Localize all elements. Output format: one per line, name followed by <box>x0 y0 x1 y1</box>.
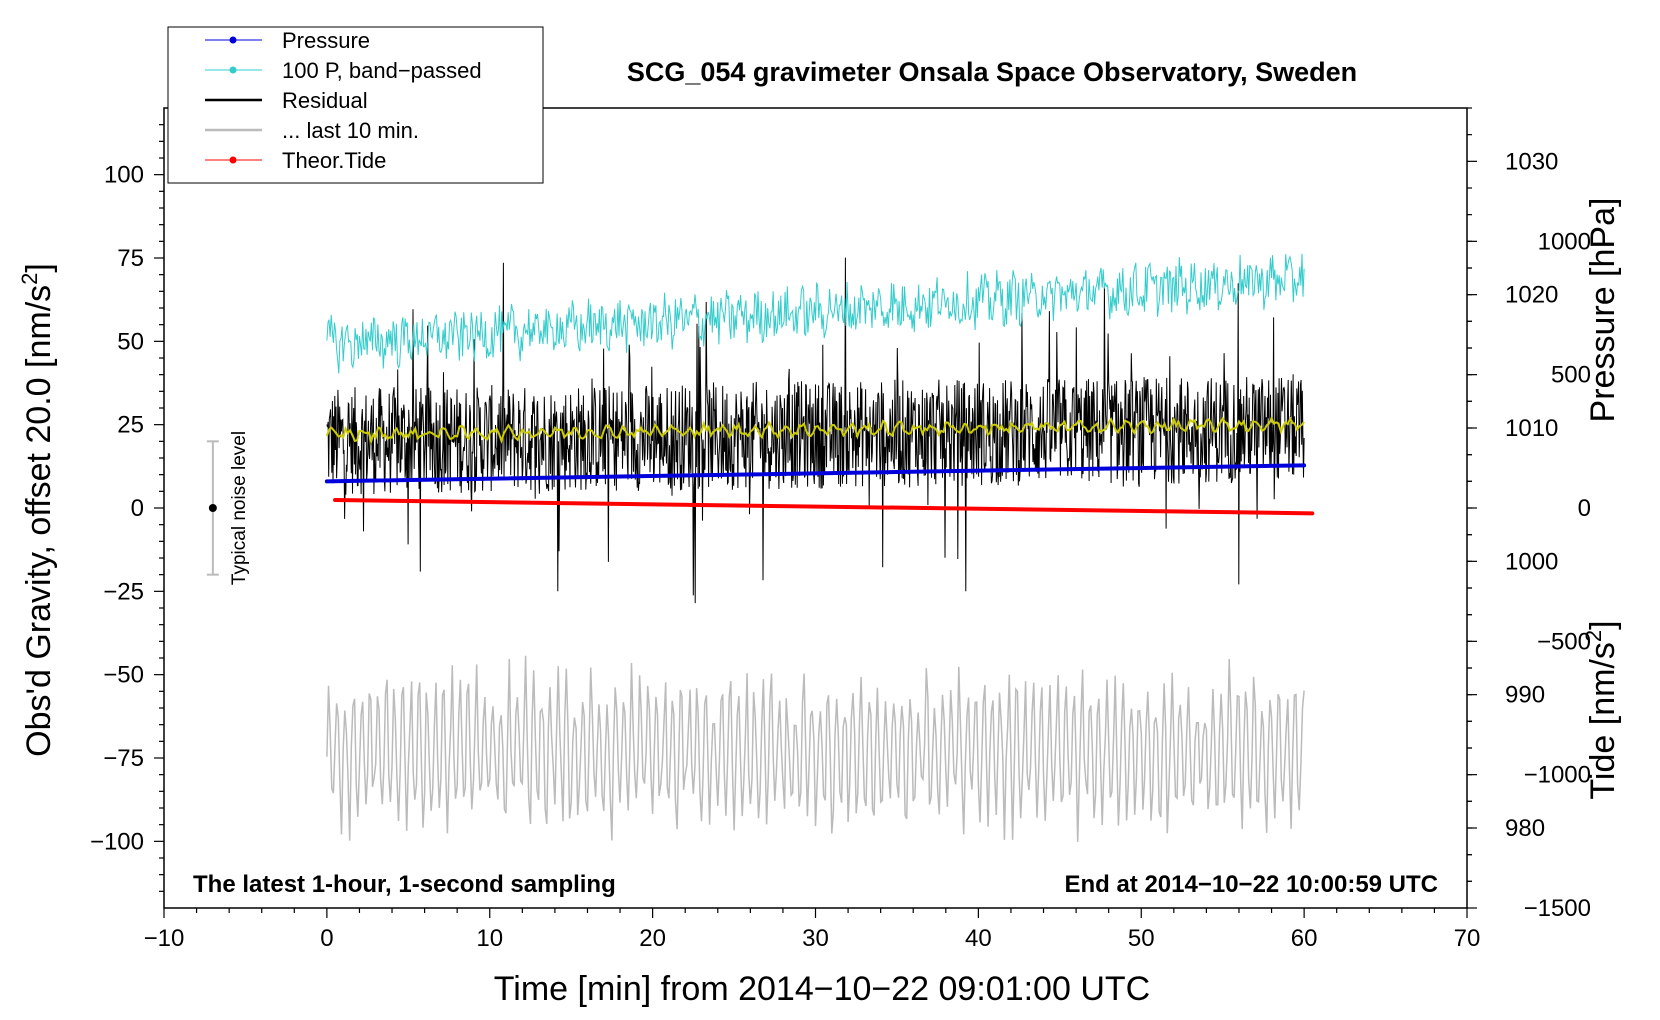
noise-bar-center <box>208 504 217 512</box>
y-tick-label: −50 <box>103 662 144 689</box>
axes-layer: −10 0 10 20 30 40 50 60 701007550250−25−50−75−10… <box>90 107 1591 952</box>
x-tick-label: 70 <box>1454 925 1481 952</box>
x-tick-label: 60 <box>1291 925 1318 952</box>
annotation-bottom-right: End at 2014−10−22 10:00:59 UTC <box>1064 871 1438 898</box>
y-axis-title-main: Obs'd Gravity, offset 20.0 [nm/s <box>20 285 58 757</box>
y-axis-title: Obs'd Gravity, offset 20.0 [nm/s2] <box>17 263 58 757</box>
pressure-tick-label: 990 <box>1505 682 1545 709</box>
tide-axis-title: Tide [nm/s2] <box>1581 620 1622 799</box>
series-pressure <box>324 463 1307 484</box>
pressure-tick-label: 1000 <box>1505 548 1558 575</box>
tide-axis-title-main: Tide [nm/s <box>1584 642 1622 799</box>
tide-tick-label: 0 <box>1578 495 1591 522</box>
y-tick-label: 0 <box>131 495 144 522</box>
series-last-10-min <box>326 655 1305 842</box>
tide-tick-label: −500 <box>1537 628 1591 655</box>
pressure-tick-label: 980 <box>1505 815 1545 842</box>
x-tick-label: 30 <box>802 925 829 952</box>
y-axis-title-sup: 2 <box>17 273 42 285</box>
pressure-tick-label: 1010 <box>1505 415 1558 442</box>
y-tick-label: −100 <box>90 828 144 855</box>
x-tick-label: −10 <box>144 925 185 952</box>
y-tick-label: 50 <box>117 328 144 355</box>
y-axis-title-end: ] <box>20 263 58 272</box>
x-tick-label: 0 <box>320 925 333 952</box>
legend-label: Pressure <box>282 28 370 53</box>
chart-title: SCG_054 gravimeter Onsala Space Observat… <box>627 57 1357 87</box>
y-tick-label: −75 <box>103 745 144 772</box>
tide-tick-label: −1000 <box>1524 762 1591 789</box>
series-layer <box>324 253 1315 842</box>
pressure-tick-label: 1030 <box>1505 148 1558 175</box>
y-tick-label: 75 <box>117 245 144 272</box>
tide-axis-title-sup: 2 <box>1581 630 1606 642</box>
legend: Pressure 100 P, band−passed Residual ... la… <box>167 26 544 184</box>
x-tick-label: 40 <box>965 925 992 952</box>
y-tick-label: 25 <box>117 412 144 439</box>
y-tick-label: 100 <box>104 162 144 189</box>
x-tick-label: 20 <box>639 925 666 952</box>
legend-label: ... last 10 min. <box>282 118 419 143</box>
legend-marker <box>229 156 237 164</box>
noise-indicator: Typical noise level <box>206 431 250 585</box>
pressure-axis-title: Pressure [hPa] <box>1584 198 1622 423</box>
x-tick-label: 50 <box>1128 925 1155 952</box>
tide-tick-label: −1500 <box>1524 895 1591 922</box>
legend-marker <box>229 66 237 74</box>
x-axis-title: Time [min] from 2014−10−22 09:01:00 UTC <box>494 970 1150 1008</box>
noise-label: Typical noise level <box>229 431 250 585</box>
pressure-tick-label: 1020 <box>1505 282 1558 309</box>
tide-tick-label: 1000 <box>1538 228 1591 255</box>
legend-label: Residual <box>282 88 368 113</box>
x-tick-label: 10 <box>476 925 503 952</box>
series-band-passed-pressure <box>326 253 1305 374</box>
label-layer: SCG_054 gravimeter Onsala Space Observat… <box>17 57 1622 1008</box>
legend-label: Theor.Tide <box>282 148 386 173</box>
series-theoretical-tide <box>333 498 1315 516</box>
annotation-bottom-left: The latest 1-hour, 1-second sampling <box>193 871 616 898</box>
legend-marker <box>229 36 237 44</box>
legend-box <box>167 26 544 184</box>
y-tick-label: −25 <box>103 578 144 605</box>
tide-axis-title-end: ] <box>1584 620 1622 629</box>
legend-label: 100 P, band−passed <box>282 58 482 83</box>
tide-tick-label: 500 <box>1551 362 1591 389</box>
series-residual-smoothed <box>325 415 1305 446</box>
